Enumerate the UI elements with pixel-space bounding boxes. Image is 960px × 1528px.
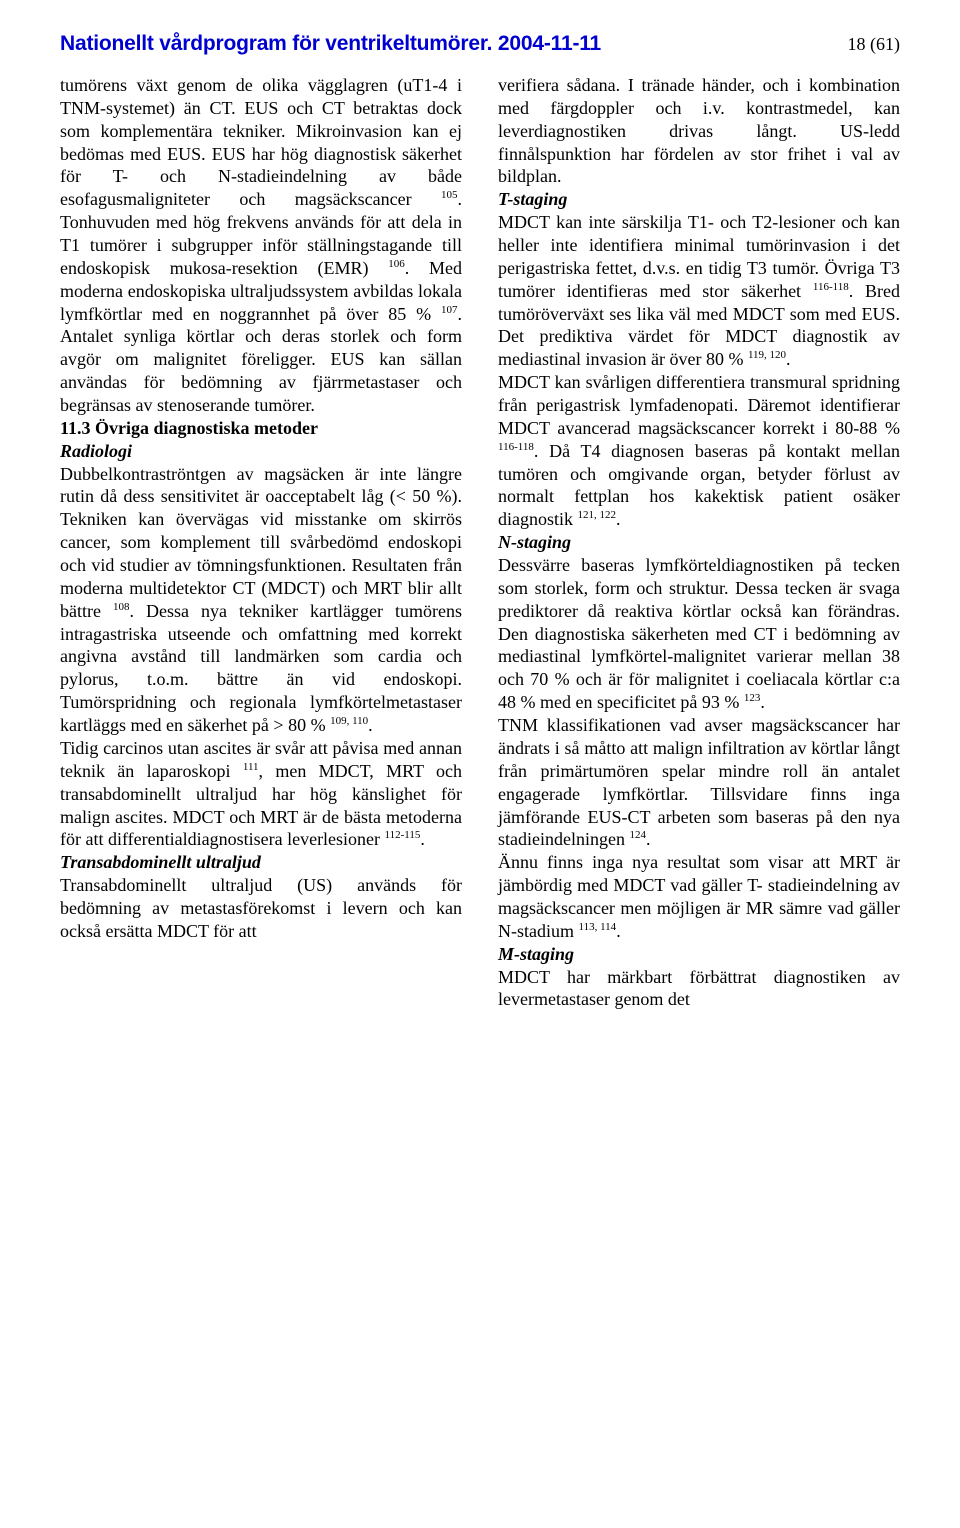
left-column: tumörens växt genom de olika vägglagren …	[60, 74, 462, 1011]
reference-109-110: 109, 110	[330, 715, 368, 727]
reference-107: 107	[441, 304, 458, 316]
n-staging-subheading: N-staging	[498, 532, 571, 552]
section-11-3-heading: 11.3 Övriga diagnostiska metoder	[60, 417, 462, 440]
reference-116-118: 116-118	[813, 281, 849, 293]
right-paragraph-6: Ännu finns inga nya resultat som visar a…	[498, 851, 900, 942]
reference-105: 105	[441, 189, 458, 201]
body-text: Ännu finns inga nya resultat som visar a…	[498, 852, 900, 941]
right-paragraph-1: verifiera sådana. I tränade händer, och …	[498, 74, 900, 188]
left-paragraph-2: Radiologi Dubbelkontraströntgen av magsä…	[60, 440, 462, 737]
right-paragraph-5: TNM klassifikationen vad avser magsäcksc…	[498, 714, 900, 851]
reference-121-122: 121, 122	[578, 509, 617, 521]
body-text: . Dessa nya tekniker kartlägger tumörens…	[60, 601, 462, 735]
body-text: .	[616, 921, 621, 941]
reference-108: 108	[113, 601, 130, 613]
reference-119-120: 119, 120	[748, 349, 786, 361]
reference-112-115: 112-115	[385, 829, 421, 841]
right-column: verifiera sådana. I tränade händer, och …	[498, 74, 900, 1011]
body-text: .	[616, 509, 621, 529]
left-paragraph-4: Transabdominellt ultraljud Transabdomine…	[60, 851, 462, 942]
header-title: Nationellt vårdprogram för ventrikeltumö…	[60, 32, 601, 56]
content-columns: tumörens växt genom de olika vägglagren …	[60, 74, 900, 1011]
body-text: Dubbelkontraströntgen av magsäcken är in…	[60, 464, 462, 621]
right-paragraph-7: M-staging MDCT har märkbart förbättrat d…	[498, 943, 900, 1012]
body-text: . Då T4 diagnosen baseras på kontakt mel…	[498, 441, 900, 530]
body-text: .	[786, 349, 791, 369]
body-text: .	[420, 829, 425, 849]
body-text: .	[368, 715, 373, 735]
body-text: .	[646, 829, 651, 849]
t-staging-subheading: T-staging	[498, 189, 567, 209]
body-text: MDCT kan svårligen differentiera transmu…	[498, 372, 900, 438]
m-staging-subheading: M-staging	[498, 944, 574, 964]
body-text: tumörens växt genom de olika vägglagren …	[60, 75, 462, 209]
reference-111: 111	[243, 761, 259, 773]
right-paragraph-4: N-staging Dessvärre baseras lymfkörteldi…	[498, 531, 900, 714]
body-text: Transabdominellt ultraljud (US) används …	[60, 875, 462, 941]
right-paragraph-3: MDCT kan svårligen differentiera transmu…	[498, 371, 900, 531]
body-text: .	[760, 692, 765, 712]
page-number: 18 (61)	[848, 34, 901, 55]
right-paragraph-2: T-staging MDCT kan inte särskilja T1- oc…	[498, 188, 900, 371]
body-text: TNM klassifikationen vad avser magsäcksc…	[498, 715, 900, 849]
reference-106: 106	[388, 258, 405, 270]
reference-123: 123	[744, 692, 761, 704]
page-header: Nationellt vårdprogram för ventrikeltumö…	[60, 32, 900, 56]
reference-124: 124	[629, 829, 646, 841]
body-text: MDCT har märkbart förbättrat diagnostike…	[498, 967, 900, 1010]
body-text: Dessvärre baseras lymfkörteldiagnostiken…	[498, 555, 900, 712]
left-paragraph-3: Tidig carcinos utan ascites är svår att …	[60, 737, 462, 851]
left-paragraph-1: tumörens växt genom de olika vägglagren …	[60, 74, 462, 417]
transabdominellt-subheading: Transabdominellt ultraljud	[60, 852, 261, 872]
radiologi-subheading: Radiologi	[60, 441, 132, 461]
reference-113-114: 113, 114	[579, 921, 617, 933]
reference-116-118b: 116-118	[498, 441, 534, 453]
